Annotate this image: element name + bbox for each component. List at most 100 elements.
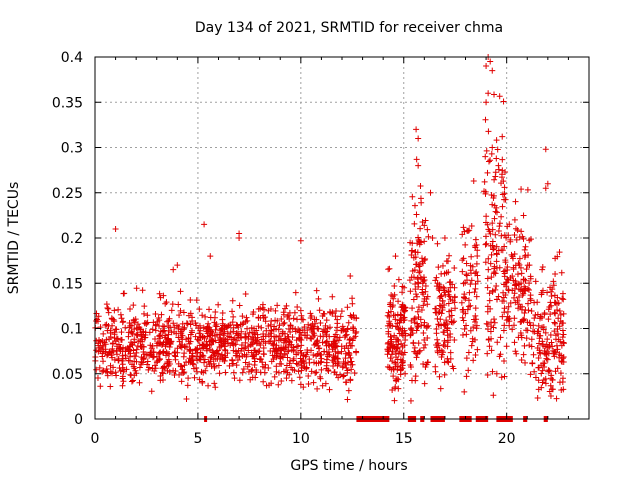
data-point xyxy=(170,266,177,273)
data-point xyxy=(229,308,236,315)
data-point xyxy=(218,352,225,359)
data-point xyxy=(550,282,557,289)
data-point xyxy=(511,322,518,329)
data-point xyxy=(514,271,521,278)
data-point xyxy=(337,313,344,320)
data-point xyxy=(413,354,420,361)
data-point xyxy=(317,375,324,382)
data-point xyxy=(141,303,148,310)
data-point xyxy=(193,322,200,329)
data-point xyxy=(322,380,329,387)
data-point xyxy=(178,378,185,385)
data-point xyxy=(104,304,111,311)
data-point xyxy=(310,379,317,386)
data-point xyxy=(482,116,489,123)
data-point xyxy=(308,313,315,320)
data-point xyxy=(93,366,100,373)
data-point xyxy=(312,369,319,376)
data-point xyxy=(527,371,534,378)
data-point xyxy=(187,321,194,328)
data-point xyxy=(433,274,440,281)
data-point xyxy=(319,328,326,335)
data-point xyxy=(172,367,179,374)
data-point xyxy=(501,270,508,277)
data-point xyxy=(260,350,267,357)
data-point xyxy=(311,332,318,339)
data-point xyxy=(134,343,141,350)
data-point xyxy=(131,336,138,343)
data-point xyxy=(348,358,355,365)
data-point xyxy=(443,317,450,324)
data-point xyxy=(434,336,441,343)
data-point xyxy=(447,278,454,285)
data-point xyxy=(282,305,289,312)
data-point xyxy=(292,289,299,296)
data-point xyxy=(199,341,206,348)
data-point xyxy=(113,347,120,354)
data-point xyxy=(116,345,123,352)
data-point xyxy=(347,376,354,383)
data-point xyxy=(539,379,546,386)
data-point xyxy=(276,333,283,340)
data-point xyxy=(127,305,134,312)
data-point xyxy=(484,350,491,357)
data-point xyxy=(136,364,143,371)
data-point xyxy=(553,300,560,307)
data-point xyxy=(279,328,286,335)
data-point xyxy=(392,359,399,366)
data-point xyxy=(310,359,317,366)
data-point xyxy=(266,338,273,345)
data-point xyxy=(463,331,470,338)
data-point xyxy=(242,359,249,366)
data-point xyxy=(93,337,100,344)
data-point xyxy=(509,287,516,294)
data-point xyxy=(462,279,469,286)
data-point xyxy=(315,350,322,357)
data-point xyxy=(459,331,466,338)
data-point xyxy=(97,383,104,390)
data-point xyxy=(389,386,396,393)
data-point xyxy=(332,354,339,361)
data-point xyxy=(350,325,357,332)
data-point xyxy=(206,342,213,349)
data-point xyxy=(518,186,525,193)
data-point xyxy=(207,253,214,260)
data-point xyxy=(202,313,209,320)
data-point xyxy=(451,265,458,272)
data-point xyxy=(253,366,260,373)
data-point xyxy=(169,301,176,308)
data-point xyxy=(401,305,408,312)
data-point xyxy=(410,274,417,281)
data-point xyxy=(234,357,241,364)
data-point xyxy=(240,320,247,327)
data-point xyxy=(542,146,549,153)
data-point xyxy=(117,311,124,318)
data-point xyxy=(236,302,243,309)
data-point xyxy=(471,289,478,296)
data-point xyxy=(196,330,203,337)
data-point xyxy=(553,395,560,402)
data-point xyxy=(201,356,208,363)
data-point xyxy=(526,262,533,269)
data-point xyxy=(129,342,136,349)
data-point xyxy=(144,312,151,319)
data-point xyxy=(522,287,529,294)
y-tick-label: 0.3 xyxy=(61,141,83,157)
data-point xyxy=(459,314,466,321)
data-point xyxy=(236,377,243,384)
data-point xyxy=(221,328,228,335)
data-point xyxy=(285,342,292,349)
data-point xyxy=(411,220,418,227)
data-point xyxy=(185,375,192,382)
data-point xyxy=(401,342,408,349)
data-point xyxy=(512,225,519,232)
data-point xyxy=(335,374,342,381)
data-point xyxy=(131,372,138,379)
data-point xyxy=(267,347,274,354)
data-point xyxy=(325,348,332,355)
data-point xyxy=(212,323,219,330)
data-point xyxy=(481,178,488,185)
data-point xyxy=(391,397,398,404)
data-point xyxy=(326,386,333,393)
data-point xyxy=(520,351,527,358)
